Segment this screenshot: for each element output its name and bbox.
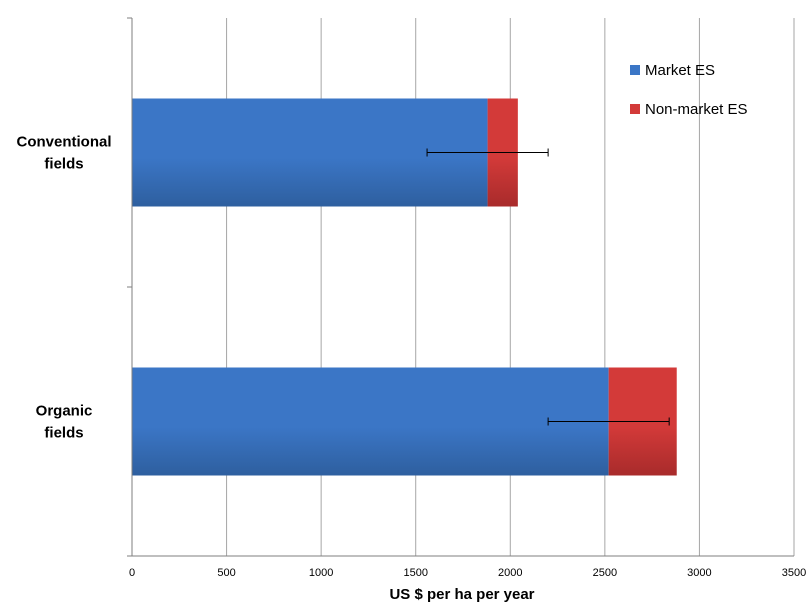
x-tick-label: 3000 xyxy=(687,567,711,579)
bars xyxy=(132,98,677,476)
category-label: Conventional xyxy=(16,134,111,151)
legend-label: Market ES xyxy=(645,62,715,79)
category-label: Organic xyxy=(36,403,93,420)
legend: Market ES Non-market ES xyxy=(630,62,748,118)
category-label: fields xyxy=(44,156,83,173)
category-labels: Conventional fields Organic fields xyxy=(16,134,111,442)
x-tick-label: 3500 xyxy=(782,567,806,579)
axes xyxy=(127,17,794,557)
x-tick-label: 2000 xyxy=(498,567,522,579)
bar-market-es xyxy=(132,367,609,476)
x-tick-label: 2500 xyxy=(593,567,617,579)
x-tick-label: 1000 xyxy=(309,567,333,579)
x-axis-title: US $ per ha per year xyxy=(389,586,534,603)
category-label: fields xyxy=(44,425,83,442)
error-bars xyxy=(426,148,670,426)
legend-swatch xyxy=(630,104,640,114)
x-tick-labels: 0 500 1000 1500 2000 2500 3000 3500 xyxy=(129,567,806,579)
x-tick-label: 0 xyxy=(129,567,135,579)
x-tick-label: 1500 xyxy=(403,567,427,579)
legend-label: Non-market ES xyxy=(645,101,748,118)
x-tick-label: 500 xyxy=(217,567,235,579)
legend-swatch xyxy=(630,65,640,75)
